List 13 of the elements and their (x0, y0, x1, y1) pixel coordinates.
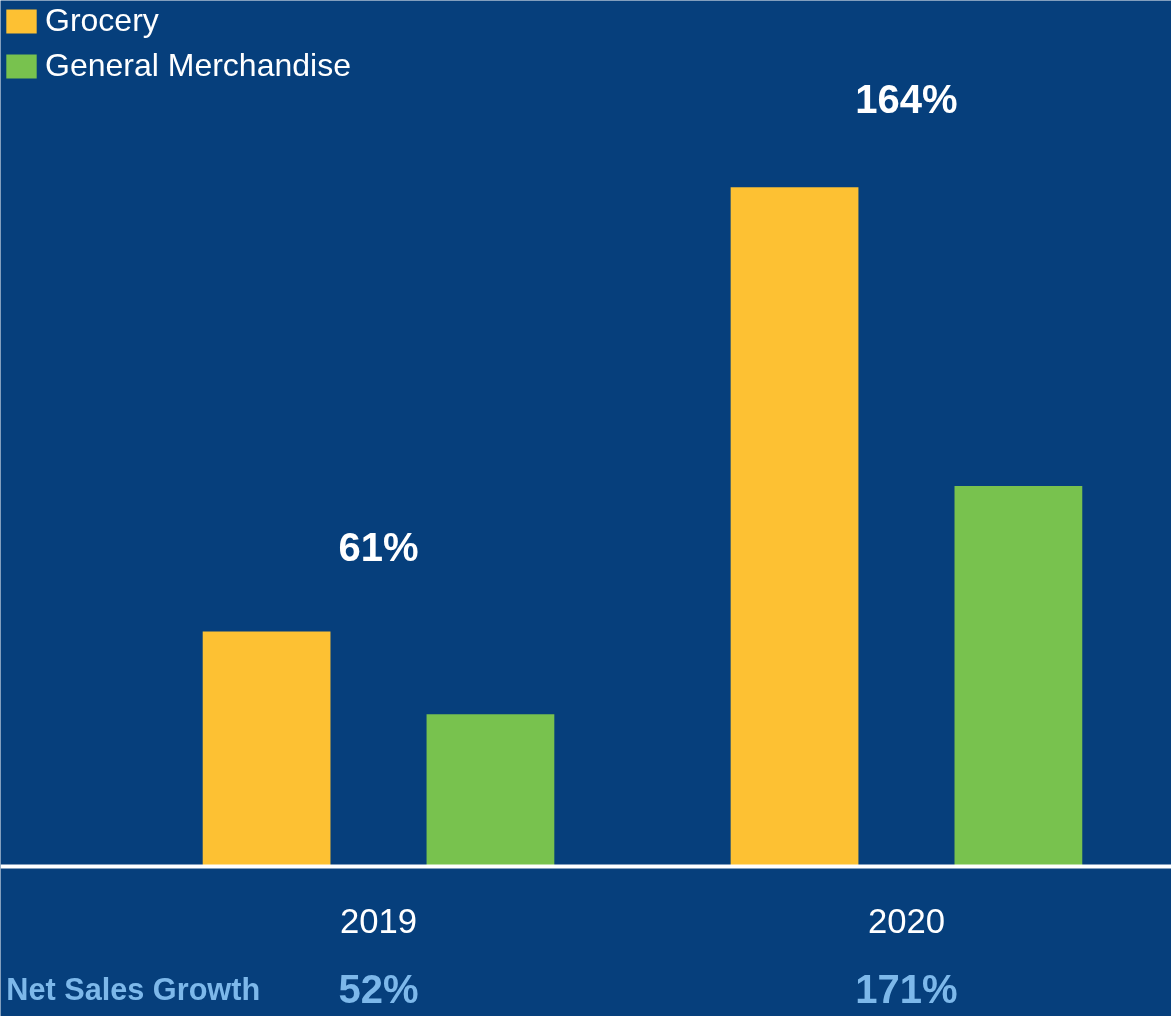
x-tick-label: 2020 (867, 901, 946, 940)
text: 164% (855, 76, 958, 121)
text: 171% (855, 966, 958, 1011)
bar (202, 631, 331, 867)
text: 52% (338, 966, 419, 1011)
bar (730, 187, 859, 867)
legend-label: Grocery (45, 2, 159, 39)
bar (954, 486, 1083, 867)
x-tick-label: 2019 (339, 901, 418, 940)
legend-label: General Merchandise (45, 47, 351, 84)
bar (426, 714, 555, 867)
text: Net Sales Growth (6, 971, 261, 1006)
annotation: 61% (338, 525, 419, 570)
